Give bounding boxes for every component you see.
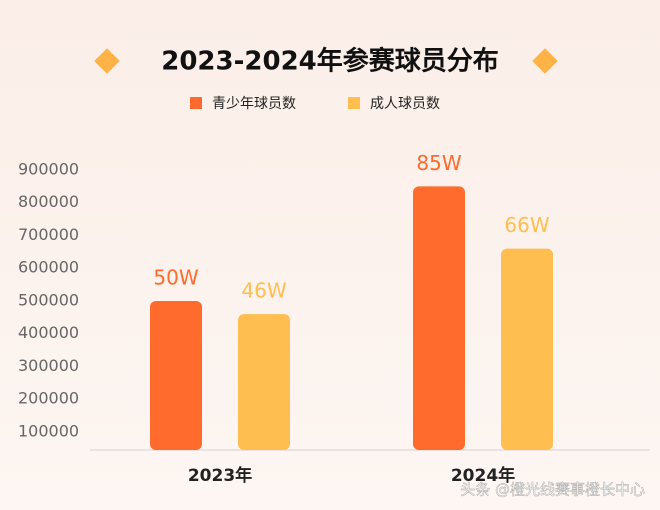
bar xyxy=(238,314,290,450)
chart-title: 2023-2024年参赛球员分布 xyxy=(161,46,499,77)
y-tick-label: 700000 xyxy=(18,225,79,244)
value-label: 46W xyxy=(241,279,286,303)
y-tick-label: 600000 xyxy=(18,258,79,277)
y-tick-label: 200000 xyxy=(18,389,79,408)
y-tick-label: 400000 xyxy=(18,323,79,342)
bar xyxy=(150,300,202,450)
bar xyxy=(413,186,465,450)
legend-label: 成人球员数 xyxy=(370,96,440,112)
decoration xyxy=(532,48,558,74)
legend-swatch xyxy=(190,97,202,109)
x-tick-label: 2023年 xyxy=(188,465,252,486)
legend-label: 青少年球员数 xyxy=(212,96,296,112)
value-label: 50W xyxy=(153,265,198,289)
bar xyxy=(501,248,553,450)
value-label: 85W xyxy=(416,151,461,175)
legend-swatch xyxy=(348,97,360,109)
x-tick-label: 2024年 xyxy=(451,465,515,486)
y-tick-label: 100000 xyxy=(18,421,79,440)
y-tick-label: 300000 xyxy=(18,356,79,375)
y-tick-label: 500000 xyxy=(18,290,79,309)
decoration xyxy=(94,48,120,74)
watermark: 头条 @橙光线赛事橙长中心 xyxy=(460,481,645,499)
value-label: 66W xyxy=(504,213,549,237)
y-tick-label: 900000 xyxy=(18,159,79,178)
y-tick-label: 800000 xyxy=(18,192,79,211)
